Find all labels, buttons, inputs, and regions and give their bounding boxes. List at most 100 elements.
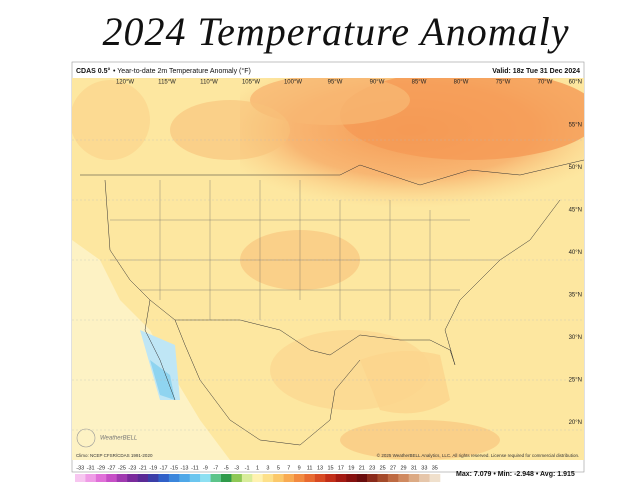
colorbar-label: 13	[317, 465, 323, 471]
logo-globe	[76, 428, 96, 448]
colorbar: -33 -31 -29 -27 -25 -23 -21 -19 -17 -15 -13 -11 -9 -7…	[75, 465, 441, 482]
colorbar-label: -1	[245, 465, 250, 471]
map-description: • Year-to-date 2m Temperature Anomaly (°…	[113, 67, 251, 75]
colorbar-label: -27	[108, 465, 116, 471]
colorbar-swatch	[200, 474, 211, 482]
colorbar-swatch	[294, 474, 305, 482]
colorbar-swatch	[148, 474, 159, 482]
stats: Max: 7.079 • Min: -2.948 • Avg: 1.915	[456, 471, 575, 478]
colorbar-label: 17	[338, 465, 344, 471]
colorbar-swatch	[168, 474, 180, 482]
colorbar-label: -15	[170, 465, 178, 471]
colorbar-label: -3	[234, 465, 239, 471]
colorbar-swatch	[179, 474, 191, 482]
lat-label: 40°N	[569, 250, 582, 256]
lat-label: 45°N	[569, 208, 582, 214]
colorbar-label: 21	[359, 465, 365, 471]
colorbar-swatch	[335, 474, 347, 482]
colorbar-swatch	[408, 474, 420, 482]
colorbar-label: 11	[307, 465, 313, 471]
copyright: © 2025 WeatherBELL Analytics, LLC. All r…	[377, 452, 579, 458]
lat-label: 25°N	[569, 378, 582, 384]
colorbar-swatch	[346, 474, 357, 482]
colorbar-label: 23	[369, 465, 375, 471]
map-image	[72, 78, 584, 460]
colorbar-swatch	[367, 474, 378, 482]
colorbar-swatch	[262, 474, 274, 482]
colorbar-label: -17	[160, 465, 168, 471]
colorbar-swatch	[419, 474, 430, 482]
colorbar-label: -11	[191, 465, 199, 471]
colorbar-label: 29	[400, 465, 406, 471]
colorbar-swatch	[273, 474, 284, 482]
colorbar-label: 5	[277, 465, 280, 471]
colorbar-swatch	[127, 474, 138, 482]
colorbar-swatch	[137, 474, 149, 482]
lon-label: 100°W	[284, 80, 302, 86]
colorbar-swatch	[398, 474, 410, 482]
colorbar-swatch	[85, 474, 97, 482]
lon-label: 85°W	[412, 80, 427, 86]
colorbar-swatch	[429, 474, 441, 482]
lon-label: 70°W	[538, 80, 553, 86]
colorbar-swatch	[75, 474, 86, 482]
colorbar-label: -23	[128, 465, 136, 471]
lat-label: 50°N	[569, 165, 582, 171]
valid-time: Valid: 18z Tue 31 Dec 2024	[492, 68, 580, 75]
colorbar-label: 15	[327, 465, 333, 471]
colorbar-swatch	[241, 474, 253, 482]
logo: WeatherBELL	[100, 436, 137, 442]
lon-labels: 120°W 115°W 110°W 105°W 100°W 95°W 90°W 85°W 80°…	[116, 80, 553, 86]
colorbar-label: 7	[287, 465, 290, 471]
colorbar-label: 25	[380, 465, 386, 471]
colorbar-label: -19	[149, 465, 157, 471]
title: 2024 Temperature Anomaly	[103, 9, 570, 54]
colorbar-swatch	[377, 474, 389, 482]
colorbar-label: -13	[181, 465, 189, 471]
colorbar-swatch	[387, 474, 399, 482]
colorbar-swatch	[221, 474, 232, 482]
lat-label: 60°N	[569, 80, 582, 86]
colorbar-swatch	[95, 474, 107, 482]
climo: Climo: NCEP CFSR/CDAS 1991-2020	[76, 453, 153, 458]
colorbar-label: 31	[411, 465, 417, 471]
colorbar-label: 27	[390, 465, 396, 471]
colorbar-label: 19	[348, 465, 354, 471]
model-label: CDAS 0.5°	[76, 67, 111, 75]
colorbar-label: -9	[203, 465, 208, 471]
lat-labels: 60°N 55°N 50°N 45°N 40°N 35°N 30°N 25°N 20°N	[569, 80, 582, 427]
lat-label: 30°N	[569, 335, 582, 341]
lon-label: 120°W	[116, 80, 134, 86]
colorbar-swatch	[106, 474, 118, 482]
lat-label: 20°N	[569, 420, 582, 426]
colorbar-label: -25	[118, 465, 126, 471]
colorbar-label: -31	[87, 465, 95, 471]
colorbar-swatch	[304, 474, 316, 482]
colorbar-label: -33	[76, 465, 84, 471]
colorbar-label: 35	[432, 465, 438, 471]
colorbar-swatch	[252, 474, 264, 482]
colorbar-label: -7	[213, 465, 218, 471]
lon-label: 90°W	[370, 80, 385, 86]
colorbar-swatch	[158, 474, 170, 482]
lon-label: 105°W	[242, 80, 260, 86]
colorbar-swatch	[189, 474, 201, 482]
lon-label: 80°W	[454, 80, 469, 86]
colorbar-label: 9	[298, 465, 301, 471]
lon-label: 110°W	[200, 80, 218, 86]
colorbar-swatch	[314, 474, 326, 482]
colorbar-swatch	[210, 474, 222, 482]
colorbar-swatch	[356, 474, 368, 482]
colorbar-label: -29	[97, 465, 105, 471]
colorbar-label: 3	[266, 465, 269, 471]
colorbar-label: -5	[224, 465, 229, 471]
lon-label: 95°W	[328, 80, 343, 86]
colorbar-swatch	[116, 474, 128, 482]
colorbar-swatch	[231, 474, 243, 482]
colorbar-swatch	[325, 474, 337, 482]
colorbar-label: 33	[421, 465, 427, 471]
lat-label: 35°N	[569, 293, 582, 299]
lon-label: 75°W	[496, 80, 511, 86]
lat-label: 55°N	[569, 123, 582, 129]
